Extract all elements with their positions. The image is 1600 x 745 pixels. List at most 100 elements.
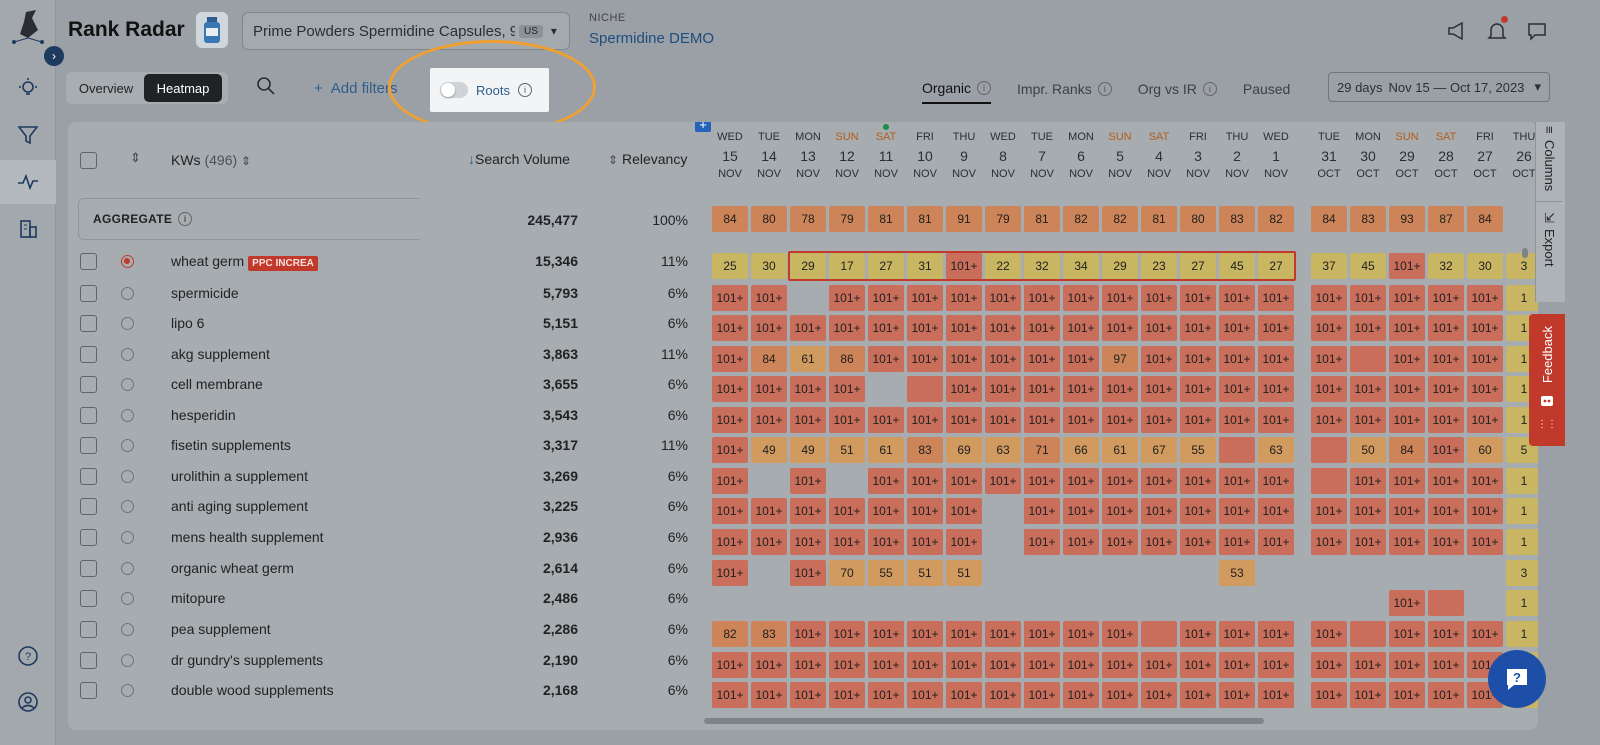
- rank-cell[interactable]: 1: [1506, 529, 1538, 555]
- rank-cell[interactable]: 101+: [868, 529, 904, 555]
- rank-cell[interactable]: 101+: [907, 529, 943, 555]
- rank-cell[interactable]: 63: [985, 437, 1021, 463]
- row-radio[interactable]: [121, 409, 134, 422]
- rank-cell[interactable]: 101+: [1024, 315, 1060, 341]
- export-tab[interactable]: ⇲ Export: [1536, 200, 1563, 270]
- row-radio[interactable]: [121, 348, 134, 361]
- rank-cell[interactable]: 101+: [985, 407, 1021, 433]
- table-row[interactable]: spermicide 5,793 6%: [68, 279, 708, 309]
- table-row[interactable]: urolithin a supplement 3,269 6%: [68, 462, 708, 492]
- rank-cell[interactable]: 101+: [985, 315, 1021, 341]
- rank-cell[interactable]: 97: [1102, 346, 1138, 372]
- rank-cell[interactable]: 101+: [1428, 652, 1464, 678]
- rank-cell[interactable]: 82: [712, 621, 748, 647]
- tab-org-vs-ir[interactable]: Org vs IR i: [1138, 80, 1217, 104]
- rank-cell[interactable]: 101+: [1180, 529, 1216, 555]
- row-radio[interactable]: [121, 255, 134, 268]
- rank-cell[interactable]: 1: [1506, 621, 1538, 647]
- rank-cell[interactable]: 101+: [1428, 376, 1464, 402]
- rank-cell[interactable]: [1311, 468, 1347, 494]
- table-row[interactable]: mitopure 2,486 6%: [68, 584, 708, 614]
- rank-cell[interactable]: 79: [985, 206, 1021, 232]
- rank-cell[interactable]: 101+: [829, 376, 865, 402]
- rank-cell[interactable]: [1141, 621, 1177, 647]
- rank-cell[interactable]: 101+: [907, 346, 943, 372]
- rank-cell[interactable]: 101+: [790, 498, 826, 524]
- rank-cell[interactable]: 101+: [1258, 376, 1294, 402]
- rank-cell[interactable]: [1219, 437, 1255, 463]
- rank-cell[interactable]: 101+: [868, 468, 904, 494]
- row-checkbox[interactable]: [80, 285, 97, 302]
- rank-cell[interactable]: 101+: [1311, 529, 1347, 555]
- table-row[interactable]: akg supplement 3,863 11%: [68, 340, 708, 370]
- rank-cell[interactable]: 101+: [907, 682, 943, 708]
- relevancy-header[interactable]: ⇕ Relevancy: [608, 151, 688, 167]
- row-checkbox[interactable]: [80, 468, 97, 485]
- rank-cell[interactable]: 101+: [751, 285, 787, 311]
- rank-cell[interactable]: 27: [868, 253, 904, 279]
- rank-cell[interactable]: 101+: [1024, 346, 1060, 372]
- building-icon[interactable]: [0, 207, 56, 251]
- row-radio[interactable]: [121, 500, 134, 513]
- rank-cell[interactable]: 70: [829, 560, 865, 586]
- rank-cell[interactable]: 101+: [1258, 346, 1294, 372]
- table-row[interactable]: dr gundry's supplements 2,190 6%: [68, 646, 708, 676]
- rank-cell[interactable]: 101+: [946, 529, 982, 555]
- rank-cell[interactable]: 101+: [1350, 407, 1386, 433]
- rank-cell[interactable]: 101+: [1258, 529, 1294, 555]
- rank-cell[interactable]: 101+: [1311, 346, 1347, 372]
- rank-cell[interactable]: 101+: [1389, 498, 1425, 524]
- rank-cell[interactable]: 101+: [1102, 376, 1138, 402]
- rank-cell[interactable]: 27: [1180, 253, 1216, 279]
- rank-cell[interactable]: 29: [790, 253, 826, 279]
- rank-cell[interactable]: 101+: [985, 468, 1021, 494]
- rank-cell[interactable]: 101+: [1024, 468, 1060, 494]
- rank-cell[interactable]: 101+: [1467, 621, 1503, 647]
- rank-cell[interactable]: 101+: [1428, 437, 1464, 463]
- rank-cell[interactable]: 101+: [1141, 315, 1177, 341]
- rank-cell[interactable]: 101+: [712, 315, 748, 341]
- rank-cell[interactable]: 101+: [1141, 682, 1177, 708]
- rank-cell[interactable]: 51: [829, 437, 865, 463]
- help-circle-icon[interactable]: ?: [0, 634, 56, 678]
- rank-cell[interactable]: 101+: [985, 346, 1021, 372]
- rank-cell[interactable]: 49: [751, 437, 787, 463]
- rank-cell[interactable]: 101+: [1219, 652, 1255, 678]
- rank-cell[interactable]: 82: [1063, 206, 1099, 232]
- rank-cell[interactable]: 3: [1506, 560, 1538, 586]
- rank-cell[interactable]: [1350, 346, 1386, 372]
- rank-cell[interactable]: 101+: [1102, 285, 1138, 311]
- rank-cell[interactable]: 101+: [1258, 407, 1294, 433]
- table-row[interactable]: organic wheat germ 2,614 6%: [68, 554, 708, 584]
- row-radio[interactable]: [121, 439, 134, 452]
- rank-cell[interactable]: 101+: [1141, 529, 1177, 555]
- rank-cell[interactable]: 83: [907, 437, 943, 463]
- rank-cell[interactable]: 101+: [1063, 285, 1099, 311]
- row-checkbox[interactable]: [80, 560, 97, 577]
- row-checkbox[interactable]: [80, 346, 97, 363]
- rank-cell[interactable]: 101+: [946, 498, 982, 524]
- rank-cell[interactable]: 101+: [1389, 315, 1425, 341]
- rank-cell[interactable]: 101+: [1063, 621, 1099, 647]
- rank-cell[interactable]: 81: [1141, 206, 1177, 232]
- overview-button[interactable]: Overview: [78, 80, 134, 96]
- rank-cell[interactable]: 101+: [1219, 682, 1255, 708]
- rank-cell[interactable]: 101+: [1389, 376, 1425, 402]
- rank-cell[interactable]: 101+: [1428, 468, 1464, 494]
- rank-cell[interactable]: 101+: [1141, 376, 1177, 402]
- bell-icon[interactable]: [1484, 16, 1510, 44]
- rank-cell[interactable]: 101+: [1219, 529, 1255, 555]
- rank-cell[interactable]: 101+: [1258, 652, 1294, 678]
- rank-cell[interactable]: 101+: [1180, 285, 1216, 311]
- rank-cell[interactable]: 101+: [790, 560, 826, 586]
- rank-cell[interactable]: 69: [946, 437, 982, 463]
- rank-cell[interactable]: 101+: [1311, 682, 1347, 708]
- rank-cell[interactable]: 87: [1428, 206, 1464, 232]
- tab-paused[interactable]: Paused: [1243, 80, 1290, 104]
- rank-cell[interactable]: 101+: [751, 652, 787, 678]
- rank-cell[interactable]: 101+: [985, 652, 1021, 678]
- rank-cell[interactable]: 101+: [1428, 682, 1464, 708]
- rank-cell[interactable]: 101+: [985, 682, 1021, 708]
- search-volume-header[interactable]: ↓Search Volume: [468, 151, 570, 167]
- rank-cell[interactable]: 61: [1102, 437, 1138, 463]
